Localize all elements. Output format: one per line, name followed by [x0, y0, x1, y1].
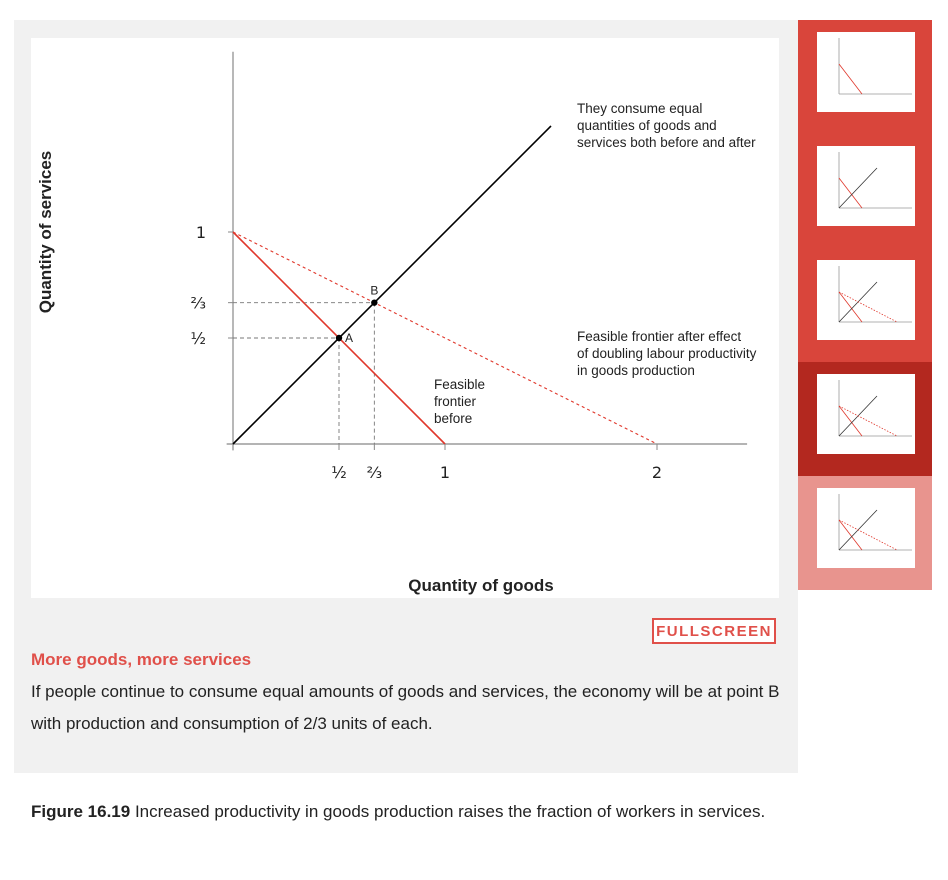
figure-text: Increased productivity in goods producti…	[134, 802, 766, 821]
y-axis-label: Quantity of services	[36, 151, 55, 314]
annotation-1-line-1: of doubling labour productivity	[577, 346, 757, 361]
caption-text: If people continue to consume equal amou…	[31, 682, 780, 733]
point-A	[335, 334, 343, 342]
annotation-2-line-2: before	[434, 411, 472, 426]
thumbnail-2[interactable]	[798, 134, 932, 248]
thumbnail-strip	[798, 20, 932, 590]
y-tick-label-1: ⅔	[190, 294, 206, 313]
annotation-1-line-0: Feasible frontier after effect	[577, 329, 741, 344]
y-axis-label-holder: Quantity of services	[36, 151, 55, 314]
thumbnail-frame	[817, 260, 915, 340]
annotation-0-line-0: They consume equal	[577, 101, 702, 116]
thumbnail-mini-chart	[838, 152, 912, 209]
fullscreen-button[interactable]: FULLSCREEN	[652, 618, 776, 644]
caption-title: More goods, more services	[31, 650, 252, 669]
thumbnail-mini-chart	[838, 380, 912, 437]
thumbnail-line	[838, 519, 898, 551]
x-tick-label-0: ½	[331, 463, 347, 482]
annotation-2-line-1: frontier	[434, 394, 477, 409]
chart: 1 ⅔ ½ ½ ⅔ 1 2 A B They consume equal quantities of…	[31, 38, 779, 598]
thumbnail-mini-chart	[838, 38, 912, 95]
thumbnail-line	[838, 405, 898, 437]
series-line-2	[232, 231, 658, 445]
thumbnail-5[interactable]	[798, 476, 932, 590]
thumbnail-frame	[817, 374, 915, 454]
thumbnail-frame	[817, 488, 915, 568]
point-label-B: B	[370, 284, 378, 298]
y-tick-label-2: ½	[190, 329, 206, 348]
annotation-1-line-2: in goods production	[577, 363, 695, 378]
thumbnail-line	[838, 405, 863, 437]
figure-caption: Figure 16.19 Increased productivity in g…	[31, 796, 791, 828]
x-tick-label-1: ⅔	[367, 463, 383, 482]
thumbnail-line	[838, 291, 898, 323]
thumbnail-1[interactable]	[798, 20, 932, 134]
annotation-0-line-2: services both before and after	[577, 135, 756, 150]
thumbnail-line	[838, 63, 863, 95]
thumbnail-line	[838, 291, 863, 323]
point-label-A: A	[345, 331, 353, 345]
annotation-2-line-0: Feasible	[434, 377, 485, 392]
thumbnail-4[interactable]	[798, 362, 932, 476]
thumbnail-3[interactable]	[798, 248, 932, 362]
figure-label: Figure 16.19	[31, 802, 131, 821]
x-tick-label-3: 2	[652, 463, 662, 482]
chart-svg: 1 ⅔ ½ ½ ⅔ 1 2 A B They consume equal quantities of…	[190, 51, 757, 595]
series-line-0	[232, 125, 552, 445]
thumbnail-frame	[817, 32, 915, 112]
thumbnail-frame	[817, 146, 915, 226]
x-tick-label-2: 1	[440, 463, 450, 482]
y-tick-label-0: 1	[196, 223, 206, 242]
thumbnail-mini-chart	[838, 266, 912, 323]
thumbnail-line	[838, 519, 863, 551]
thumbnail-mini-chart	[838, 494, 912, 551]
point-B	[371, 299, 378, 306]
annotation-0-line-1: quantities of goods and	[577, 118, 717, 133]
thumbnail-line	[838, 177, 863, 209]
thumbnail-line	[838, 167, 878, 209]
x-axis-label: Quantity of goods	[408, 576, 553, 595]
